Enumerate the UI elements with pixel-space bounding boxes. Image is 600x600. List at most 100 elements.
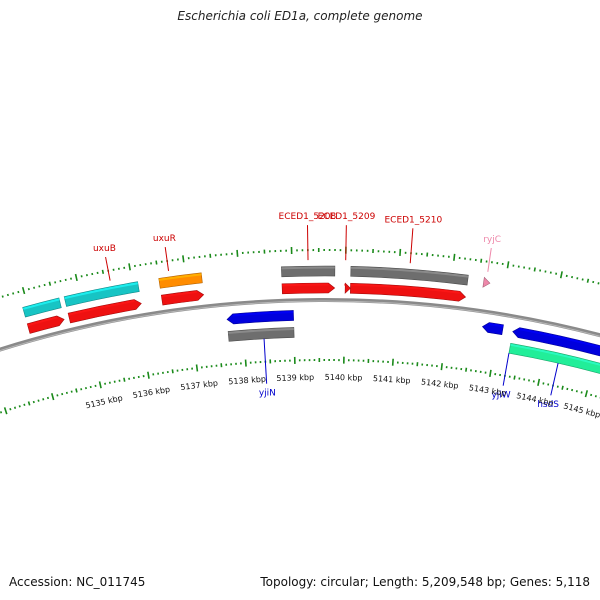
gene-feature-highlight [282,283,329,287]
inner-tick [440,363,443,371]
gene-feature-highlight [228,327,294,334]
inner-tick [32,400,35,404]
ryjC-label: ryjC [483,235,501,245]
scale-label: 5143 kbp [468,383,507,398]
inner-tick [147,371,150,379]
uxuB-leader-line [105,256,111,281]
outer-tick [33,286,36,289]
yjiW-label: yjiW [491,390,510,400]
inner-tick [123,377,126,382]
gene-feature-highlight [350,266,469,278]
scale-labels: 5135 kbp 5136 kbp 5137 kbp 5138 kbp 5139 kbp… [85,373,600,420]
gene-feature-highlight [64,282,139,300]
inner-tick [65,391,68,395]
hsdS-leader-line [550,363,559,396]
gene-feature-highlight [22,298,60,310]
inner-tick [195,364,199,372]
gene-feature [508,342,600,374]
backbone [0,298,600,352]
eced1_5208-label: ECED1_5208 [279,212,337,222]
gene-feature-highlight [68,300,135,316]
gene-feature [512,327,600,357]
inner-tick [3,407,8,415]
inner-tick [594,395,597,398]
scale-label: 5136 kbp [132,385,171,400]
inner-tick [27,401,31,406]
eced1_5209-label: ECED1_5209 [318,212,376,222]
uxuR-leader-line [164,247,170,271]
gene-feature [350,265,469,286]
inner-tick [75,388,78,393]
inner-tick [489,369,492,377]
gene-feature [350,282,467,302]
outer-tick [27,287,30,291]
inner-tick [23,403,26,407]
inner-tick [56,394,59,397]
outer-tick [1,295,4,298]
gene-feature [67,299,142,324]
outer-tick [236,249,239,257]
outer-tick [128,263,131,271]
eced1_5209-leader-line [345,225,347,261]
hsdS-label: hsdS [537,400,559,410]
outer-tick [38,285,41,288]
gene-feature [26,315,65,334]
eced1_5210-leader-line [409,228,414,264]
scale-label: 5135 kbp [85,393,124,410]
inner-tick [42,398,45,401]
map-title: Escherichia coli ED1a, complete genome [177,9,423,23]
outer-tick [12,292,15,295]
scale-label: 5141 kbp [373,374,411,385]
scale-label: 5145 kbp [563,402,600,420]
outer-tick [6,293,9,297]
inner-tick [513,375,516,380]
outer-tick [101,269,105,274]
scale-label: 5137 kbp [180,379,219,393]
outer-tick [559,271,563,279]
inner-tick [584,390,589,398]
scale-label: 5138 kbp [228,375,266,387]
inner-tick [18,405,21,408]
uxuR-label: uxuR [153,234,176,244]
outer-tick [586,278,590,283]
inner-tick [465,367,468,372]
ryjC-leader-line [487,247,492,272]
inner-tick [13,406,17,409]
gene-feature [158,272,203,289]
scale-label: 5142 kbp [421,377,459,390]
outer-tick [533,267,536,272]
gene-feature-highlight [232,310,294,317]
inner-tick [537,378,541,386]
inner-tick [50,393,55,401]
inner-tick [0,411,3,414]
inner-tick [590,393,593,397]
gene-feature [22,297,62,318]
scale-label: 5144 kbp [516,391,555,408]
gene-feature-highlight [27,316,58,327]
outer-tick [21,286,26,295]
outer-tick [480,258,483,263]
gene-feature [344,282,351,294]
genome-summary-text: Topology: circular; Length: 5,209,548 bp… [260,575,590,589]
outer-tick [17,290,20,294]
gene-feature-highlight [350,283,460,294]
inner-tick [244,359,247,367]
outer-tick [453,253,456,261]
eced1_5208-leader-line [306,225,309,261]
scale-label: 5139 kbp [276,373,314,383]
inner-tick [171,369,174,374]
inner-tick [61,392,64,396]
gene-feature-highlight [510,343,600,366]
gene-feature-highlight [488,323,504,328]
gene-feature-highlight [281,266,335,270]
gene-feature [482,276,491,288]
backbone-line [0,298,600,352]
inner-tick [9,408,12,411]
feature-tracks [22,265,600,374]
gene-feature-highlight [519,328,600,349]
outer-tick [48,281,52,286]
gene-feature [63,281,140,307]
inner-tick [46,396,50,400]
